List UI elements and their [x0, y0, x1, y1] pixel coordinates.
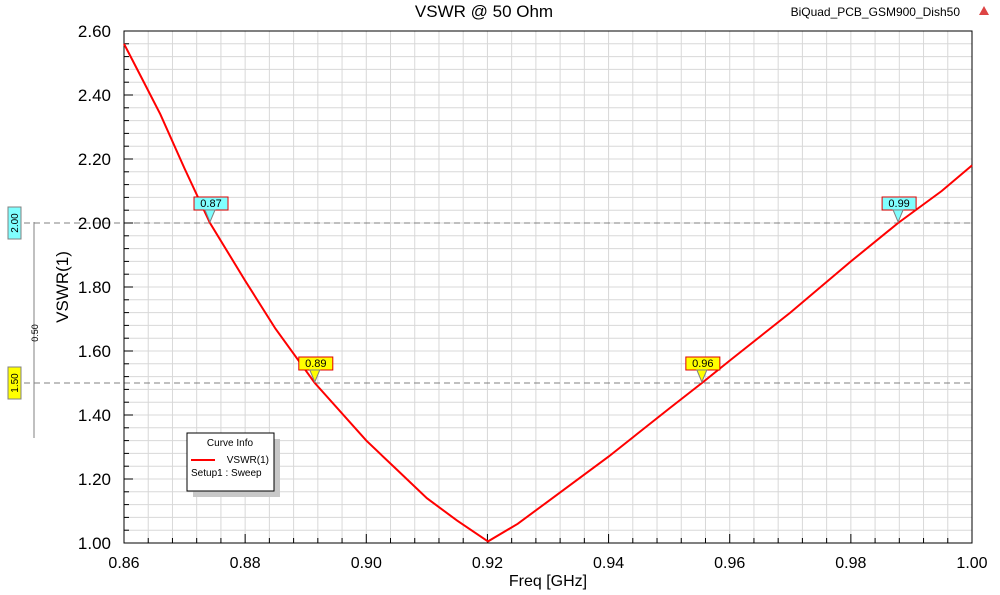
x-tick-label: 1.00 [956, 555, 987, 572]
y-tick-label: 1.20 [78, 470, 111, 489]
delta-indicator: 0.50 [30, 222, 40, 438]
marker-0.87[interactable]: 0.87 [193, 196, 229, 224]
x-tick-label: 0.94 [593, 555, 624, 572]
marker-label: 0.89 [305, 358, 326, 370]
delta-label: 0.50 [30, 324, 40, 342]
x-tick-label: 0.98 [835, 555, 866, 572]
marker-label: 0.87 [200, 198, 221, 210]
legend[interactable]: Curve Info VSWR(1) Setup1 : Sweep [186, 432, 280, 497]
legend-title: Curve Info [207, 438, 254, 449]
y-tick-label: 2.60 [78, 22, 111, 41]
reference-tag: 1.50 [7, 366, 22, 400]
project-label: BiQuad_PCB_GSM900_Dish50 [791, 5, 961, 19]
x-tick-label: 0.88 [230, 555, 261, 572]
logo-icon [979, 6, 989, 15]
y-tick-label: 1.60 [78, 342, 111, 361]
legend-sub: Setup1 : Sweep [191, 468, 262, 479]
y-tick-label: 1.40 [78, 406, 111, 425]
reference-tag: 2.00 [7, 206, 22, 240]
legend-entry: VSWR(1) [227, 455, 269, 466]
x-axis-label: Freq [GHz] [509, 573, 587, 590]
marker-0.89[interactable]: 0.89 [298, 356, 334, 384]
chart-title: VSWR @ 50 Ohm [415, 2, 553, 21]
y-tick-label: 2.20 [78, 150, 111, 169]
marker-label: 0.99 [888, 198, 909, 210]
x-tick-label: 0.96 [714, 555, 745, 572]
reference-tag-label: 1.50 [10, 373, 21, 393]
marker-0.96[interactable]: 0.96 [685, 356, 721, 384]
x-tick-label: 0.92 [472, 555, 503, 572]
series-vswr-line[interactable] [123, 43, 973, 543]
reference-tag-box [7, 206, 22, 240]
marker-label: 0.96 [692, 358, 713, 370]
y-tick-label: 1.00 [78, 534, 111, 553]
y-axis-label: VSWR(1) [53, 251, 72, 323]
x-tick-label: 0.86 [108, 555, 139, 572]
y-tick-label: 1.80 [78, 278, 111, 297]
reference-tag-label: 2.00 [10, 213, 21, 233]
marker-0.99[interactable]: 0.99 [881, 196, 917, 224]
reference-tag-box [7, 366, 22, 400]
marker-pointer-icon [309, 369, 321, 384]
marker-pointer-icon [696, 369, 708, 384]
marker-pointer-icon [892, 209, 904, 224]
y-tick-label: 2.40 [78, 86, 111, 105]
x-tick-label: 0.90 [351, 555, 382, 572]
marker-pointer-icon [204, 209, 216, 224]
y-tick-label: 2.00 [78, 214, 111, 233]
